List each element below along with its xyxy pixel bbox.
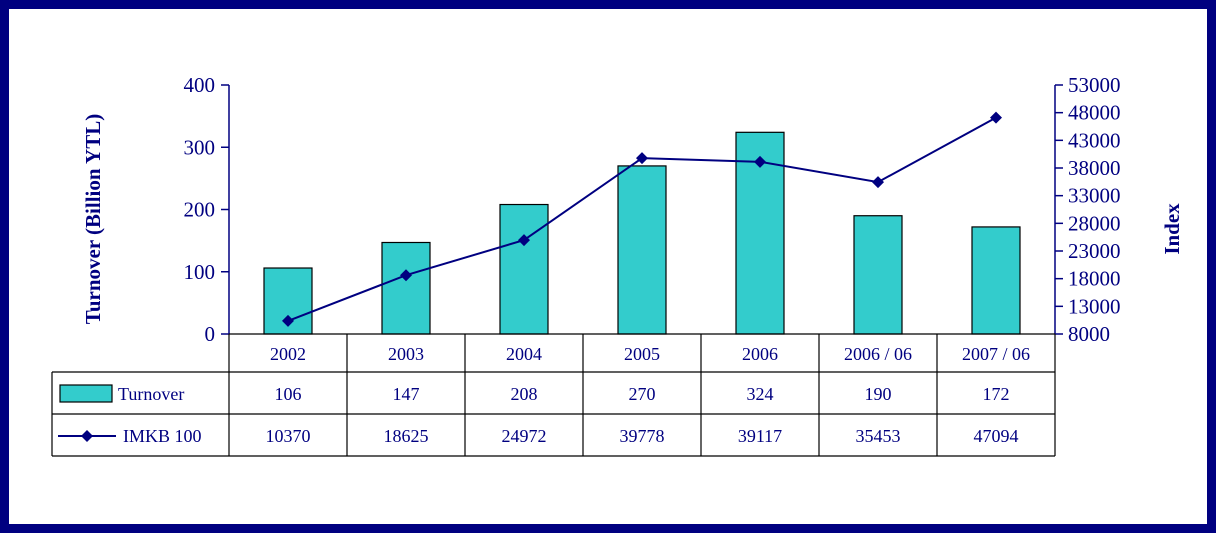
imkb-100-point (990, 111, 1002, 124)
imkb-value: 18625 (384, 426, 429, 446)
category-label: 2005 (624, 344, 660, 364)
imkb-value: 24972 (502, 426, 547, 446)
y2-tick-label: 43000 (1068, 128, 1121, 152)
imkb-100-point (872, 176, 884, 189)
y2-tick-label: 38000 (1068, 156, 1121, 180)
turnover-bar (381, 241, 431, 335)
y2-tick-label: 48000 (1068, 101, 1121, 125)
imkb-value: 39778 (620, 426, 665, 446)
imkb-100-point (282, 314, 294, 327)
turnover-value: 147 (393, 384, 420, 404)
imkb-legend-marker (81, 430, 93, 442)
category-label: 2003 (388, 344, 424, 364)
turnover-legend-key (59, 384, 113, 403)
category-label: 2007 / 06 (962, 344, 1030, 364)
y2-tick-label: 33000 (1068, 184, 1121, 208)
turnover-value: 190 (865, 384, 892, 404)
category-label: 2006 (742, 344, 778, 364)
y-tick-label: 0 (205, 322, 216, 346)
turnover-value: 106 (275, 384, 302, 404)
y2-tick-label: 13000 (1068, 294, 1121, 318)
turnover-legend-label: Turnover (118, 384, 184, 404)
y-tick-label: 100 (184, 260, 216, 284)
turnover-bar (853, 215, 903, 335)
turnover-value: 270 (629, 384, 656, 404)
imkb-100-point (636, 152, 648, 165)
turnover-bar (617, 165, 667, 335)
imkb-value: 35453 (856, 426, 901, 446)
imkb-100-point (518, 234, 530, 247)
imkb-value: 39117 (738, 426, 782, 446)
y2-tick-label: 18000 (1068, 267, 1121, 291)
y-tick-label: 200 (184, 198, 216, 222)
imkb-legend-label: IMKB 100 (123, 426, 202, 446)
y2-tick-label: 53000 (1068, 73, 1121, 97)
imkb-100-point (400, 269, 412, 282)
y2-tick-label: 28000 (1068, 211, 1121, 235)
imkb-value: 47094 (974, 426, 1019, 446)
category-label: 2006 / 06 (844, 344, 912, 364)
turnover-value: 324 (747, 384, 774, 404)
turnover-bar (971, 226, 1021, 335)
y-axis-title: Turnover (Billion YTL) (81, 114, 105, 324)
turnover-value: 172 (983, 384, 1010, 404)
y2-tick-label: 8000 (1068, 322, 1110, 346)
turnover-value: 208 (511, 384, 538, 404)
y2-tick-label: 23000 (1068, 239, 1121, 263)
turnover-bar (499, 203, 549, 335)
category-label: 2004 (506, 344, 542, 364)
y2-axis-title: Index (1160, 203, 1184, 255)
category-label: 2002 (270, 344, 306, 364)
y-tick-label: 400 (184, 73, 216, 97)
y-tick-label: 300 (184, 135, 216, 159)
imkb-100-point (754, 155, 766, 168)
imkb-value: 10370 (266, 426, 311, 446)
